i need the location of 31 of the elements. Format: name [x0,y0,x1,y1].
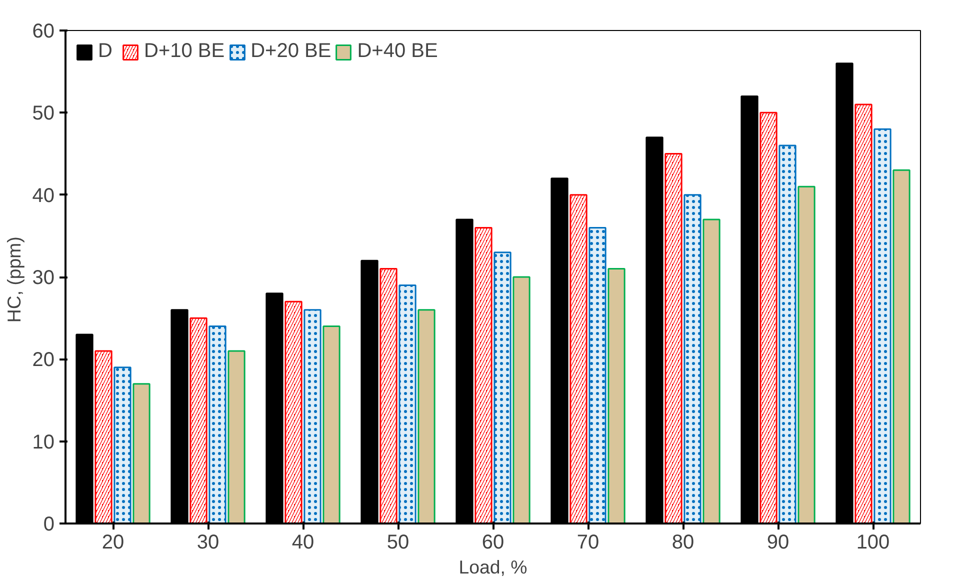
x-tick-label: 80 [672,532,694,554]
y-tick-label: 60 [32,20,55,42]
x-tick-label: 70 [576,532,600,554]
x-tick-label: 20 [102,532,124,554]
bar [798,186,816,524]
y-tick-label: 50 [32,102,55,125]
y-tick-label: 0 [43,514,54,536]
x-tick-label: 100 [856,532,890,554]
x-tick-label: 90 [766,532,790,554]
legend-label: D [98,40,114,63]
y-tick-label: 20 [32,349,55,372]
y-axis-title: HC, (ppm) [3,236,24,323]
legend-label: D+20 BE [250,40,332,63]
bar [608,268,626,524]
legend-label: D+10 BE [144,40,225,63]
bar [892,169,910,524]
bar [322,326,340,524]
bar [418,309,436,524]
y-tick-label: 10 [32,431,55,454]
x-tick-label: 50 [386,532,410,554]
bar [702,218,720,524]
y-tick-label: 40 [32,184,55,207]
bar [132,383,150,524]
x-tick-label: 60 [482,532,504,554]
x-tick-label: 40 [292,532,314,554]
x-axis-title: Load, % [458,556,528,578]
bar [512,276,530,524]
legend-label: D+40 BE [357,40,438,63]
bar [228,350,246,524]
y-tick-label: 30 [32,267,55,289]
x-tick-label: 30 [196,532,220,554]
